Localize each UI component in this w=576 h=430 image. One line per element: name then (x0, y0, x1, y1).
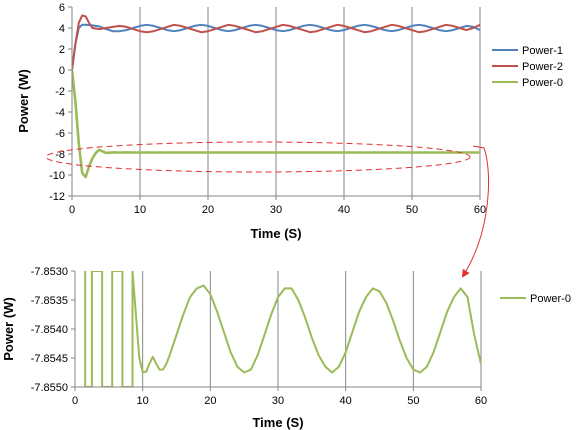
top-y-tick-label: -8 (55, 149, 65, 161)
bot-x-tick-label: 10 (137, 395, 149, 407)
top-y-tick-label: -10 (49, 170, 65, 182)
bot-legend-label: Power-0 (530, 293, 571, 305)
top-legend-label: Power-1 (522, 45, 563, 57)
bot-y-tick-label: -7.8535 (31, 295, 68, 307)
bot-x-tick-label: 0 (72, 395, 78, 407)
bot-y-tick-label: -7.8540 (31, 324, 68, 336)
top-x-tick-label: 10 (134, 204, 146, 216)
bottom-grid (142, 271, 482, 387)
top-y-tick-label: -12 (49, 191, 65, 203)
bot-series-line-power-0 (84, 271, 481, 387)
top-series-line-power-2 (72, 14, 480, 71)
bottom-series (84, 271, 481, 387)
bot-y-tick-label: -7.8550 (31, 382, 68, 394)
bottom-ticks: 0 10 20 30 40 50 60 -7.8530 -7.8535 -7.8540 -7.854… (31, 266, 487, 407)
highlight-ellipse (45, 141, 471, 173)
bot-x-tick-label: 20 (204, 395, 216, 407)
bot-y-tick-label: -7.8545 (31, 353, 68, 365)
top-x-tick-label: 40 (338, 204, 350, 216)
top-y-tick-label: 0 (59, 65, 65, 77)
top-legend-label: Power-2 (522, 61, 563, 73)
top-y-tick-label: -2 (55, 86, 65, 98)
top-y-tick-label: 2 (59, 44, 65, 56)
top-series (72, 14, 480, 179)
bot-y-tick-label: -7.8530 (31, 266, 68, 278)
top-legend: Power-1 Power-2 Power-0 (492, 45, 563, 89)
bottom-y-axis-label: Power (W) (1, 297, 16, 361)
top-y-tick-label: -4 (55, 107, 65, 119)
bot-x-tick-label: 50 (407, 395, 419, 407)
top-series-line-power-1 (72, 23, 480, 71)
top-series-line-power-0 (72, 68, 480, 179)
top-y-tick-label: 4 (59, 23, 65, 35)
top-y-axis-label: Power (W) (16, 69, 31, 133)
top-legend-label: Power-0 (522, 77, 563, 89)
top-y-tick-label: -6 (55, 128, 65, 140)
bottom-legend: Power-0 (500, 293, 571, 305)
top-x-tick-label: 20 (202, 204, 214, 216)
bot-x-tick-label: 40 (340, 395, 352, 407)
top-x-tick-label: 50 (406, 204, 418, 216)
bot-x-tick-label: 60 (475, 395, 487, 407)
top-grid (139, 7, 481, 196)
top-x-tick-label: 30 (270, 204, 282, 216)
top-x-tick-label: 0 (69, 204, 75, 216)
zoom-arrow (461, 145, 490, 278)
top-x-tick-label: 60 (474, 204, 486, 216)
bottom-x-axis-label: Time (S) (252, 415, 303, 430)
bottom-chart: 0 10 20 30 40 50 60 -7.8530 -7.8535 -7.8540 -7.854… (1, 266, 571, 430)
top-y-tick-label: 6 (59, 2, 65, 14)
top-x-axis-label: Time (S) (250, 226, 301, 241)
bot-x-tick-label: 30 (272, 395, 284, 407)
